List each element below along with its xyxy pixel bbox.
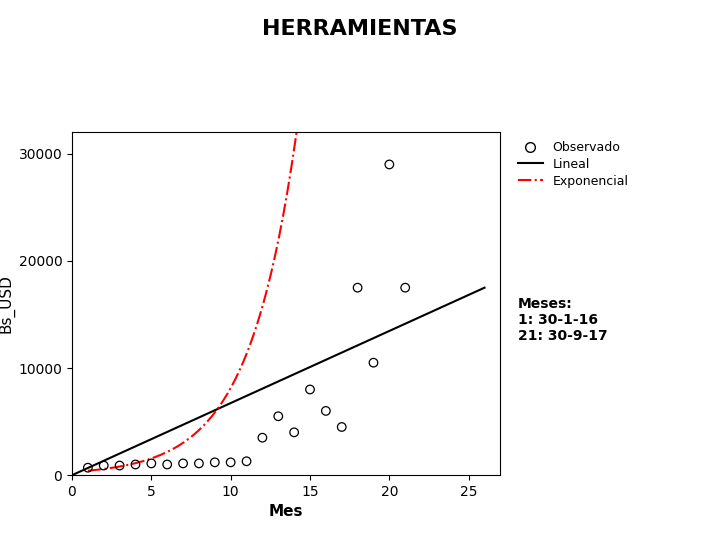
Point [256, 434, 268, 442]
Y-axis label: Bs_USD: Bs_USD [0, 274, 14, 333]
Point [98, 461, 109, 470]
Point [145, 459, 157, 468]
Point [289, 428, 300, 437]
Point [130, 460, 141, 469]
Point [305, 385, 316, 394]
Point [272, 412, 284, 421]
X-axis label: Mes: Mes [269, 504, 303, 519]
Legend: Observado, Lineal, Exponencial: Observado, Lineal, Exponencial [516, 139, 631, 190]
Text: de la Prospectiva. Precio del USD en los próx. meses?: de la Prospectiva. Precio del USD en los… [18, 94, 562, 113]
Point [193, 459, 204, 468]
Text: visión determinista del comportamiento: visión determinista del comportamiento [146, 52, 559, 71]
Point [352, 284, 364, 292]
Text: Extrapolación:: Extrapolación: [18, 52, 164, 71]
Point [225, 458, 236, 467]
Point [209, 458, 220, 467]
Point [320, 407, 332, 415]
Point [177, 459, 189, 468]
Text: HERRAMIENTAS: HERRAMIENTAS [262, 19, 458, 39]
Point [161, 460, 173, 469]
Point [336, 423, 348, 431]
Point [368, 359, 379, 367]
Point [114, 461, 125, 470]
Text: Meses:
1: 30-1-16
21: 30-9-17: Meses: 1: 30-1-16 21: 30-9-17 [518, 297, 607, 343]
Point [384, 160, 395, 169]
Point [82, 463, 94, 472]
Point [400, 284, 411, 292]
Point [240, 457, 252, 465]
